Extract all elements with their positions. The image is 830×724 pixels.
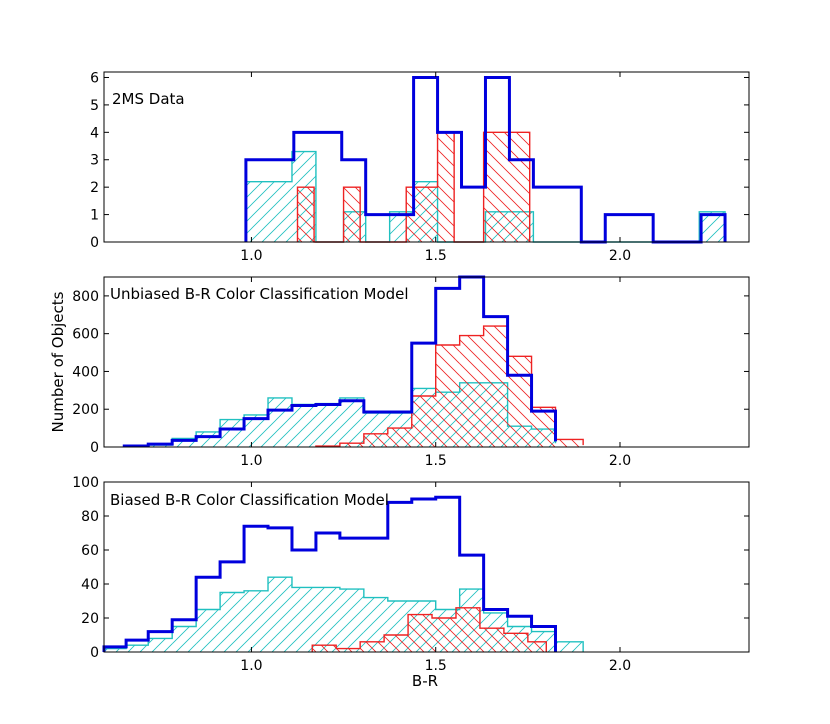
panel-1-total-bin-7 — [462, 187, 486, 242]
panel-3-blue-bin-2 — [148, 638, 173, 652]
panel-3-total-outline — [102, 495, 557, 652]
panel-2-red-outline — [315, 325, 584, 447]
panel-2-blue-bin-8 — [315, 403, 340, 447]
panel-3-title: Biased B-R Color Classification Model — [110, 491, 389, 509]
panel-1-ytick-label-6: 6 — [90, 70, 99, 86]
panel-3-blue-bin-10 — [339, 589, 364, 652]
panel-3-red-bin-4 — [408, 614, 433, 652]
panel-3-red-bin-7 — [479, 628, 504, 652]
panel-2-xtick-label-2: 2.0 — [609, 453, 631, 469]
panel-3-red-bin-8 — [503, 633, 528, 652]
panel-1-blue-bin-11 — [699, 211, 726, 242]
panel-3-xtick-label-2: 2.0 — [609, 658, 631, 674]
panel-3-ytick-label-2: 40 — [81, 577, 99, 593]
panel-2-blue-bin-9 — [339, 397, 364, 447]
panel-2-blue-bin-6 — [268, 397, 292, 447]
panel-1-ytick-label-0: 0 — [90, 235, 99, 251]
panel-2-blue-bin-2 — [172, 438, 197, 447]
panel-3-red-outline — [311, 607, 547, 652]
panel-2-ytick-label-4: 800 — [72, 289, 99, 305]
panel-2-xtick-label-1: 1.5 — [425, 453, 447, 469]
panel-3-ytick-label-4: 80 — [81, 509, 99, 525]
panel-3-red-bin-9 — [527, 641, 547, 652]
panel-1-ytick-label-5: 5 — [90, 98, 99, 114]
panel-3-ytick-label-0: 0 — [90, 645, 99, 661]
panel-3-red-bin-1 — [336, 648, 361, 652]
panel-biased-model: Biased B-R Color Classification Model — [102, 481, 750, 653]
panel-3-blue-bin-4 — [196, 609, 221, 652]
panel-3-blue-bin-8 — [291, 587, 316, 652]
panel-1-ytick-label-3: 3 — [90, 153, 99, 169]
panel-3-xtick-label-0: 1.0 — [240, 658, 262, 674]
panel-1-red-bin-2 — [343, 187, 361, 242]
panel-3-red-bin-0 — [312, 645, 337, 652]
panel-2-frame — [103, 276, 750, 448]
panel-3-blue-bin-3 — [172, 626, 197, 652]
panel-2-red-bin-4 — [411, 396, 436, 447]
panel-3-plot-layer — [102, 495, 584, 652]
panel-2-red-bin-8 — [507, 356, 532, 447]
panel-2-ytick-label-1: 200 — [72, 402, 99, 418]
panel-1-xtick-label-2: 2.0 — [609, 248, 631, 264]
panel-3-blue-bin-11 — [363, 597, 388, 652]
panel-1-ytick-label-2: 2 — [90, 180, 99, 196]
panel-3-blue-bin-9 — [315, 587, 340, 652]
panel-2-red-bin-9 — [531, 407, 556, 447]
panel-3-blue-bin-7 — [268, 577, 292, 652]
panel-3-red-bin-3 — [384, 635, 409, 652]
panel-3-blue-bin-1 — [126, 645, 149, 652]
panel-2-blue-bin-7 — [291, 404, 316, 447]
panel-2-red-bin-10 — [555, 439, 584, 447]
panel-3-red-bin-5 — [432, 618, 456, 652]
panel-1-title: 2MS Data — [112, 90, 185, 108]
panel-2-title: Unbiased B-R Color Classification Model — [110, 285, 409, 303]
panel-3-blue-bin-6 — [244, 590, 269, 652]
x-axis-label: B-R — [412, 672, 438, 690]
panel-2-red-bin-3 — [387, 428, 412, 447]
panel-1-total-bin-10 — [533, 187, 581, 242]
panel-1-xtick-label-0: 1.0 — [240, 248, 262, 264]
panel-2-blue-bin-4 — [220, 419, 245, 447]
panel-2-ytick-label-3: 600 — [72, 327, 99, 343]
panel-1-plot-layer — [244, 75, 727, 244]
panel-3-red-bin-2 — [360, 641, 385, 652]
panel-3-xtick-label-1: 1.5 — [425, 658, 447, 674]
panel-2-blue-bin-1 — [148, 445, 173, 447]
panel-2-red-bin-1 — [339, 443, 364, 447]
panel-1-red-bin-7 — [483, 132, 530, 242]
panel-unbiased-model: Unbiased B-R Color Classification Model — [103, 275, 750, 448]
panel-1-ytick-label-1: 1 — [90, 208, 99, 224]
panel-2-blue-bin-5 — [244, 414, 269, 447]
panel-1-red-bin-5 — [437, 132, 455, 242]
panel-2-red-bin-7 — [483, 326, 508, 447]
panel-1-total-bin-3 — [366, 215, 390, 242]
panel-2-red-bin-6 — [459, 335, 484, 447]
panel-1-red-bin-0 — [297, 187, 315, 242]
panel-2-total-outline — [122, 275, 557, 448]
panel-1-total-bin-12 — [605, 215, 653, 242]
panel-3-ytick-label-5: 100 — [72, 475, 99, 491]
panel-2-xtick-label-0: 1.0 — [240, 453, 262, 469]
panel-3-blue-bin-0 — [104, 648, 127, 652]
panel-1-xtick-label-1: 1.5 — [425, 248, 447, 264]
panel-2-blue-bin-3 — [196, 431, 221, 447]
panel-2-ytick-label-0: 0 — [90, 440, 99, 456]
panel-2-red-bin-5 — [435, 345, 460, 447]
panel-2-plot-layer — [122, 275, 584, 448]
panel-3-blue-bin-5 — [220, 592, 245, 652]
panel-2-ytick-label-2: 400 — [72, 364, 99, 380]
panel-1-ytick-label-4: 4 — [90, 125, 99, 141]
panel-3-ytick-label-1: 20 — [81, 611, 99, 627]
panel-2ms-data: 2MS Data — [103, 71, 750, 244]
panel-2-red-bin-2 — [363, 433, 388, 447]
panel-3-ytick-label-3: 60 — [81, 543, 99, 559]
panel-3-red-bin-6 — [455, 607, 480, 652]
panel-1-blue-bin-0 — [245, 181, 292, 242]
panel-3-frame — [103, 481, 750, 653]
panel-1-total-outline — [244, 75, 727, 244]
y-axis-label: Number of Objects — [49, 291, 67, 432]
panel-1-frame — [103, 71, 750, 243]
panel-3-blue-bin-19 — [555, 641, 584, 652]
